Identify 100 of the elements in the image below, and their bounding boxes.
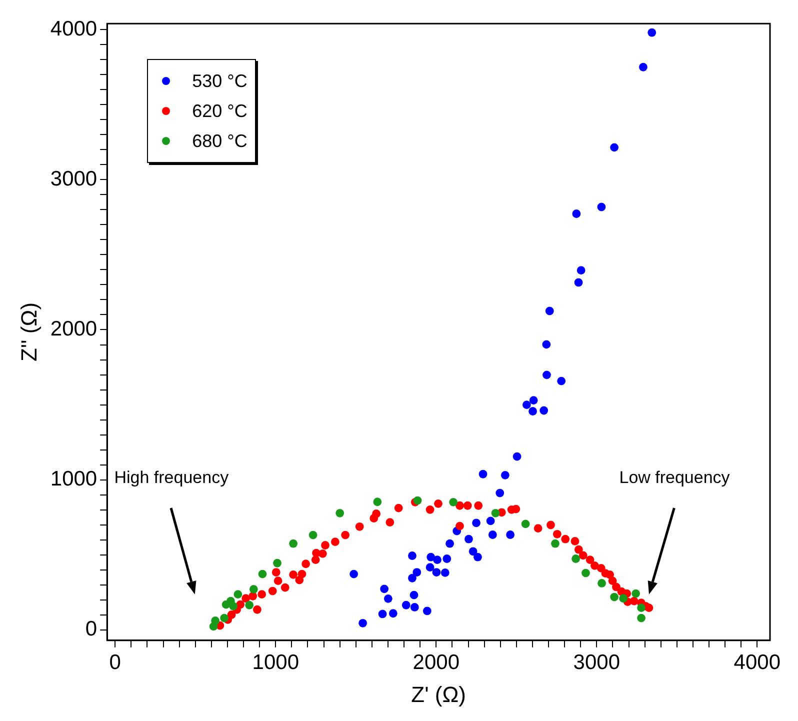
point bbox=[289, 570, 298, 579]
point bbox=[486, 516, 495, 526]
point bbox=[576, 266, 586, 275]
point bbox=[378, 610, 387, 618]
point bbox=[227, 610, 236, 619]
point bbox=[572, 554, 580, 563]
point bbox=[632, 589, 640, 598]
point bbox=[521, 520, 530, 528]
x-tick-label: 1000 bbox=[252, 650, 300, 674]
point bbox=[598, 579, 606, 588]
point bbox=[258, 590, 266, 599]
point bbox=[341, 530, 350, 540]
point bbox=[512, 452, 522, 461]
point bbox=[274, 576, 282, 586]
point bbox=[373, 498, 382, 506]
point bbox=[384, 594, 392, 603]
point bbox=[413, 496, 422, 505]
point bbox=[321, 541, 330, 550]
point bbox=[234, 590, 242, 599]
point bbox=[610, 143, 619, 152]
point bbox=[280, 583, 290, 592]
point bbox=[522, 400, 531, 409]
point bbox=[586, 556, 594, 564]
point bbox=[229, 602, 238, 610]
point bbox=[422, 606, 432, 616]
point bbox=[496, 488, 504, 498]
point bbox=[442, 554, 452, 563]
point bbox=[540, 406, 548, 415]
point bbox=[546, 520, 555, 530]
point bbox=[570, 537, 580, 546]
point bbox=[456, 501, 464, 510]
point bbox=[372, 510, 380, 518]
point bbox=[500, 470, 510, 480]
legend-label: 620 °C bbox=[192, 100, 248, 123]
legend-label: 680 °C bbox=[192, 130, 248, 153]
point bbox=[552, 530, 562, 538]
annotation: Low frequency bbox=[618, 468, 731, 488]
point bbox=[252, 605, 262, 614]
point bbox=[463, 501, 472, 510]
point bbox=[449, 498, 458, 506]
y-tick-label: 3000 bbox=[50, 167, 98, 190]
point bbox=[578, 551, 588, 560]
point bbox=[318, 549, 327, 558]
point bbox=[644, 604, 654, 612]
point bbox=[528, 407, 537, 416]
point bbox=[551, 539, 560, 548]
point bbox=[248, 592, 258, 600]
point bbox=[302, 560, 310, 568]
point bbox=[590, 561, 599, 570]
point bbox=[426, 563, 434, 572]
y-tick-label: 0 bbox=[85, 618, 98, 641]
point bbox=[402, 600, 410, 610]
point bbox=[648, 28, 656, 37]
x-tick-label: 4000 bbox=[734, 650, 781, 674]
point bbox=[440, 568, 450, 577]
point bbox=[258, 570, 267, 578]
x-tick-label: 0 bbox=[109, 650, 121, 674]
point bbox=[298, 570, 306, 578]
y-tick-label: 4000 bbox=[50, 17, 98, 40]
point bbox=[464, 534, 473, 544]
point bbox=[426, 505, 434, 514]
point bbox=[272, 568, 280, 576]
point bbox=[542, 370, 551, 380]
point bbox=[289, 539, 298, 548]
point bbox=[268, 586, 277, 596]
point bbox=[630, 596, 638, 606]
point bbox=[410, 590, 418, 600]
point bbox=[637, 604, 646, 612]
y-tick-label: 2000 bbox=[50, 318, 98, 341]
point bbox=[426, 552, 436, 562]
point bbox=[606, 570, 614, 579]
point bbox=[491, 508, 500, 518]
point bbox=[619, 594, 628, 603]
point bbox=[572, 210, 581, 218]
point bbox=[408, 574, 416, 582]
point bbox=[220, 614, 228, 622]
point bbox=[388, 609, 398, 618]
point bbox=[610, 592, 619, 602]
point bbox=[245, 600, 254, 610]
point bbox=[380, 584, 389, 594]
point bbox=[386, 518, 394, 526]
annotation: High frequency bbox=[114, 468, 229, 488]
point bbox=[529, 396, 538, 404]
point bbox=[574, 278, 583, 287]
point bbox=[561, 534, 570, 544]
y-axis-title: Z'' (Ω) bbox=[16, 302, 42, 362]
point bbox=[488, 530, 497, 539]
point bbox=[608, 576, 617, 586]
point bbox=[330, 538, 340, 546]
point bbox=[412, 568, 422, 576]
point bbox=[506, 530, 515, 539]
point bbox=[534, 524, 542, 532]
point bbox=[574, 545, 583, 554]
point bbox=[355, 522, 364, 531]
point bbox=[358, 618, 367, 628]
point bbox=[612, 582, 620, 592]
point bbox=[434, 499, 442, 508]
point bbox=[236, 600, 245, 609]
point bbox=[394, 504, 403, 512]
x-axis-title: Z' (Ω) bbox=[411, 682, 466, 707]
